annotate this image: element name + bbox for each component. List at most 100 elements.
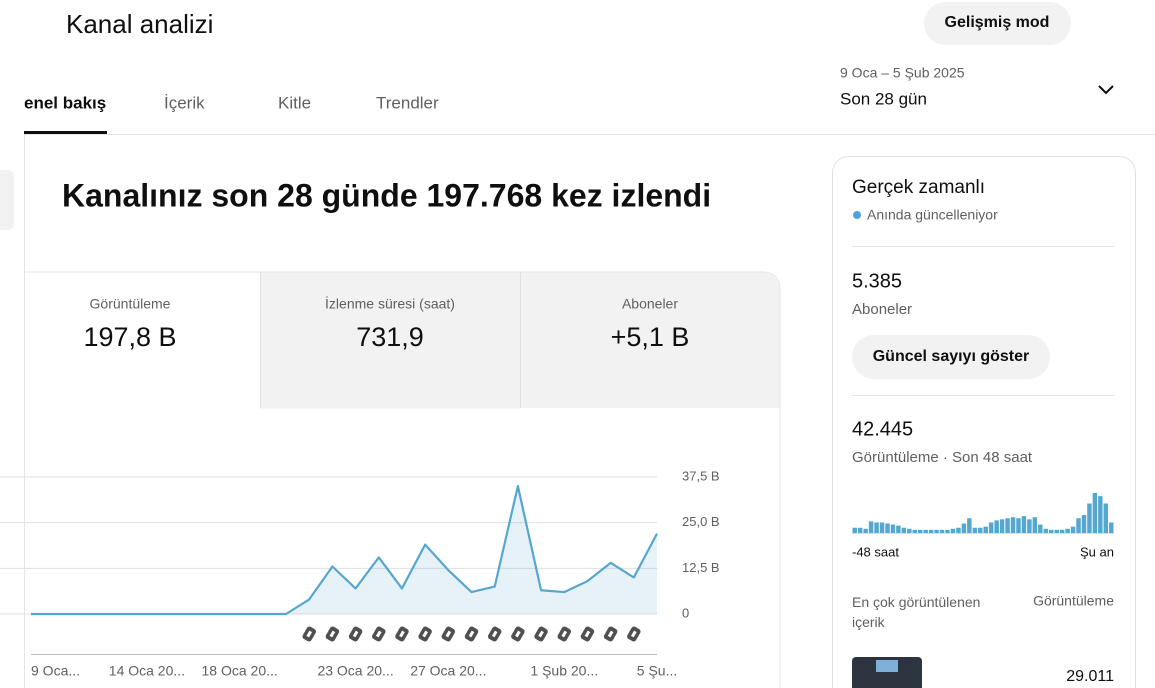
mini-bar — [874, 522, 879, 533]
metric-card-border — [24, 271, 781, 688]
mini-bar — [994, 520, 999, 533]
shorts-icon-inner — [515, 630, 521, 638]
metric-value: +5,1 B — [611, 322, 690, 352]
top-content-label: En çok görüntülenen içerik — [852, 594, 981, 630]
realtime-card — [832, 156, 1136, 688]
mini-bar — [863, 528, 868, 533]
mini-bar — [907, 528, 912, 533]
mini-bar — [1076, 518, 1081, 533]
x-tick-label: 5 Şu... — [637, 663, 677, 679]
mini-bar — [1027, 519, 1032, 533]
date-range: 9 Oca – 5 Şub 2025 — [840, 65, 965, 81]
mini-bar — [1092, 493, 1098, 533]
mini-bar — [961, 523, 967, 533]
y-tick-label: 25,0 B — [682, 514, 720, 529]
page-title: Kanal analizi — [66, 9, 213, 39]
mini-bar — [912, 529, 917, 533]
sidebar-item[interactable] — [0, 170, 14, 230]
mini-bar — [1043, 528, 1048, 533]
mini-bar — [1032, 517, 1038, 533]
mini-bar — [956, 527, 961, 533]
mini-bar — [1109, 522, 1114, 533]
mini-bar — [950, 528, 956, 533]
mini-bar — [890, 524, 896, 533]
thumbnail[interactable] — [852, 657, 922, 688]
mini-bar — [1021, 516, 1027, 533]
mini-bar — [1070, 526, 1076, 533]
area-fill — [31, 486, 657, 614]
shorts-icon-inner — [422, 630, 428, 638]
mini-bar — [879, 522, 885, 533]
date-period[interactable]: Son 28 gün — [840, 89, 927, 108]
x-tick-label: 27 Oca 20... — [410, 663, 486, 679]
mini-bar — [1098, 496, 1103, 533]
advanced-button[interactable] — [924, 2, 1071, 45]
mini-bar — [1010, 517, 1016, 533]
mini-bar — [857, 527, 863, 533]
metric-value: 197,8 B — [83, 322, 176, 352]
mini-bar — [934, 529, 939, 533]
mini-bar — [868, 521, 874, 533]
mini-end-label: Şu an — [1080, 544, 1114, 559]
mini-bar — [928, 529, 934, 533]
x-tick-label: 18 Oca 20... — [202, 663, 278, 679]
mini-bar — [1103, 503, 1109, 533]
advanced-button-label[interactable]: Gelişmiş mod — [945, 14, 1050, 31]
shorts-icon-inner — [631, 630, 637, 638]
live-dot — [853, 211, 861, 219]
metric-label: İzlenme süresi (saat) — [325, 295, 455, 312]
y-tick-label: 37,5 B — [682, 468, 720, 483]
tab[interactable]: İçerik — [164, 93, 205, 112]
x-tick-label: 1 Şub 20... — [530, 663, 598, 679]
mini-bar — [983, 526, 988, 533]
mini-bar — [923, 529, 928, 533]
mini-bar — [1005, 518, 1010, 533]
top-content-views: 29.011 — [1066, 668, 1114, 685]
y-tick-label: 0 — [682, 605, 689, 620]
tab[interactable]: Trendler — [376, 93, 439, 112]
mini-bar — [1081, 515, 1087, 533]
realtime-title: Gerçek zamanlı — [852, 177, 985, 198]
realtime-status: Anında güncelleniyor — [867, 207, 998, 223]
show-count-button[interactable] — [852, 335, 1050, 379]
shorts-icon-inner — [468, 630, 475, 638]
mini-bar — [1059, 529, 1065, 533]
line — [31, 485, 658, 616]
realtime-bar-chart — [852, 493, 1114, 533]
mini-bar — [918, 529, 923, 533]
top-content-views-label: Görüntüleme — [1033, 593, 1114, 609]
tab[interactable]: Kitle — [278, 93, 311, 112]
mini-bar — [852, 527, 857, 533]
mini-bar — [945, 529, 950, 533]
mini-start-label: -48 saat — [852, 544, 899, 559]
mini-bar — [939, 529, 945, 533]
shorts-icon-inner — [399, 630, 405, 638]
metric-tab[interactable] — [260, 272, 520, 409]
metric-value: 731,9 — [356, 322, 424, 352]
shorts-icon-inner — [584, 630, 591, 638]
shorts-icon-inner — [329, 630, 336, 638]
mini-bar — [1054, 529, 1059, 533]
dropdown-chevron[interactable] — [1098, 85, 1114, 95]
views-label: Görüntüleme · Son 48 saat — [852, 449, 1033, 466]
thumbnail-detail — [876, 660, 898, 672]
subscriber-label: Aboneler — [852, 301, 912, 318]
mini-bar — [1049, 529, 1054, 533]
mini-bar — [988, 522, 994, 533]
mini-bar — [967, 518, 972, 533]
metric-label: Aboneler — [622, 296, 678, 312]
metric-tab[interactable] — [520, 272, 780, 409]
x-tick-label: 14 Oca 20... — [109, 663, 185, 679]
metric-label: Görüntüleme — [90, 296, 171, 312]
subscriber-count: 5.385 — [852, 270, 902, 292]
shorts-icon-inner — [445, 630, 452, 638]
tab[interactable]: enel bakış — [24, 93, 106, 112]
views-count: 42.445 — [852, 418, 913, 440]
show-count-label[interactable]: Güncel sayıyı göster — [873, 348, 1030, 365]
shorts-icon-inner — [375, 630, 382, 638]
mini-bar — [885, 523, 890, 533]
y-tick-label: 12,5 B — [682, 560, 720, 575]
shorts-icon-inner — [538, 630, 544, 638]
